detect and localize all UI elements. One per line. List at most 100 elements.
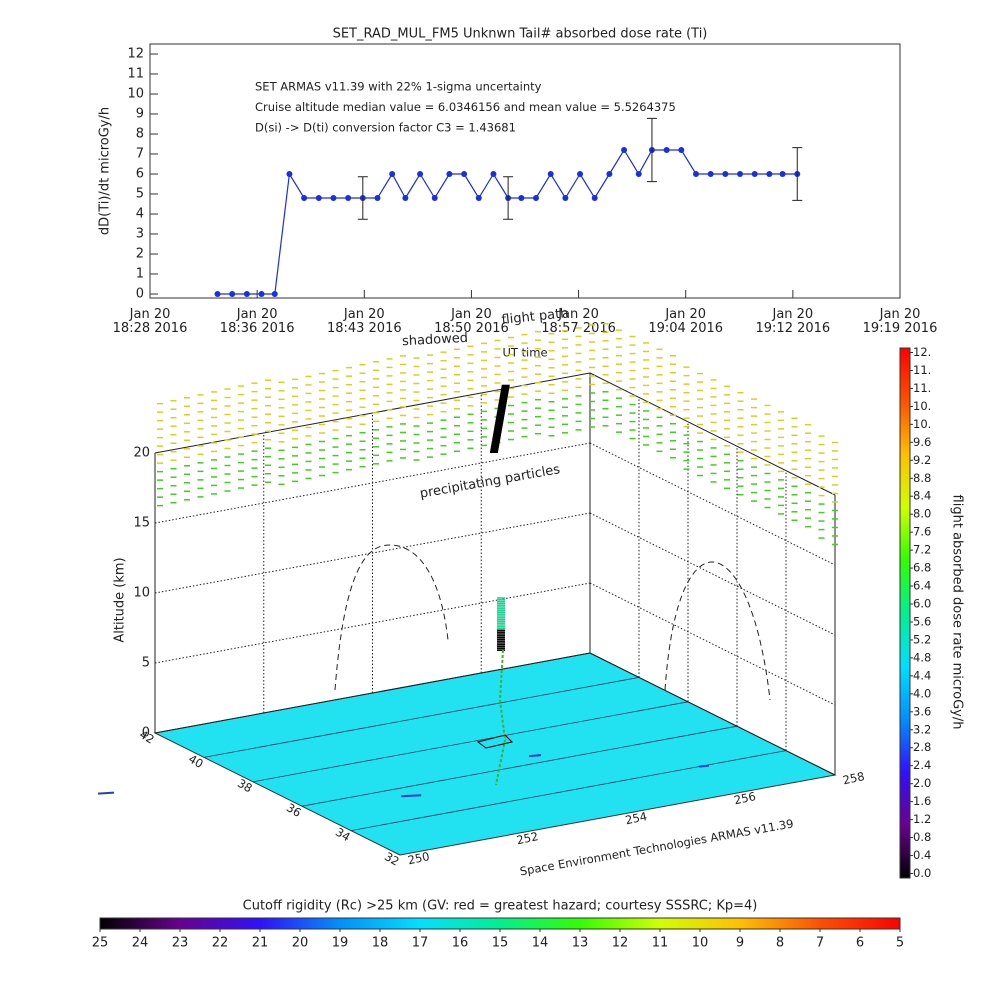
annotation: flight path [501, 306, 569, 328]
z-tick-label: 0 [142, 726, 150, 741]
floor-feature [401, 794, 422, 798]
colorbar-label: Cutoff rigidity (Rc) >25 km (GV: red = g… [243, 899, 758, 914]
data-point [271, 291, 278, 297]
colorbar-tick-label: 6.4 [913, 579, 931, 593]
data-point [315, 195, 322, 201]
colorbar-tick-label: 20 [292, 936, 309, 951]
data-point [374, 195, 381, 201]
colorbar-tick-label: 3.2 [913, 722, 931, 736]
annotation: precipitating particles [419, 462, 562, 501]
colorbar-tick-label: 11. [913, 363, 931, 377]
colorbar-tick-label: 2.8 [913, 740, 931, 754]
data-point [518, 195, 525, 201]
floor [153, 652, 837, 856]
grid-line [589, 652, 836, 776]
data-point [461, 171, 468, 177]
colorbar-tick-label: 2.0 [913, 776, 931, 790]
data-point [431, 195, 438, 201]
y-tick-label: 2 [136, 247, 144, 262]
annotation: SET ARMAS v11.39 with 22% 1-sigma uncert… [255, 80, 542, 94]
colorbar-tick-label: 1.6 [913, 794, 931, 808]
error-bar [503, 176, 514, 220]
colorbar-tick-label: 15 [492, 936, 509, 951]
z-tick-label: 20 [133, 446, 150, 461]
y-tick-label: 40 [186, 752, 206, 771]
colorbar-tick-label: 10. [913, 417, 931, 431]
data-point [243, 291, 250, 297]
data-point [214, 291, 221, 297]
data-point [591, 195, 598, 201]
data-point [766, 171, 773, 177]
colorbar-tick-label: 9 [736, 936, 744, 951]
x-tick-label: 254 [624, 809, 648, 827]
chart-title: SET_RAD_MUL_FM5 Unknwn Tail# absorbed do… [333, 27, 708, 42]
data-point [533, 195, 540, 201]
data-point [663, 147, 670, 153]
annotation: shadowed [402, 331, 469, 349]
annotation: Cruise altitude median value = 6.0346156… [255, 100, 676, 114]
floor-line [350, 750, 787, 831]
colorbar-tick-label: 19 [332, 936, 349, 951]
floor-feature [97, 791, 115, 795]
data-point [562, 195, 569, 201]
y-tick-label: 12 [127, 47, 144, 62]
x-tick-label: Jan 20 18:36 2016 [220, 307, 295, 336]
data-point [751, 171, 758, 177]
colorbar-tick-label: 0.8 [913, 830, 931, 844]
data-point [389, 171, 396, 177]
colorbar-tick-label: 9.2 [913, 453, 931, 467]
y-tick-label: 5 [136, 187, 144, 202]
data-point [692, 171, 699, 177]
data-point [475, 195, 482, 201]
x-tick-label: Jan 20 18:50 2016 [434, 307, 509, 336]
colorbar-tick-label: 4.4 [913, 668, 931, 682]
data-point [258, 291, 265, 297]
data-point [402, 195, 409, 201]
data-point [490, 171, 497, 177]
floor-feature [528, 754, 542, 758]
colorbar-tick-label: 7.6 [913, 525, 931, 539]
colorbar-tick-label: 0.0 [913, 866, 931, 880]
y-tick-label: 34 [333, 825, 353, 844]
y-tick-label: 9 [136, 107, 144, 122]
x-tick-label: 258 [841, 769, 865, 787]
annotation: D(si) -> D(ti) conversion factor C3 = 1.… [255, 121, 516, 135]
colorbar-tick-label: 7 [816, 936, 824, 951]
colorbar-tick-label: 6.8 [913, 561, 931, 575]
grid-line [589, 372, 836, 496]
colorbar-tick-label: 8.4 [913, 489, 931, 503]
x-tick-label: Jan 20 18:28 2016 [113, 307, 188, 336]
y-tick-label: 38 [235, 776, 255, 795]
colorbar-tick-label: 21 [252, 936, 269, 951]
colorbar-tick-label: 13 [572, 936, 589, 951]
field-arc [334, 544, 449, 691]
y-tick-label: 32 [382, 849, 402, 868]
floor-line [301, 725, 738, 807]
colorbar-tick-label: 12 [612, 936, 629, 951]
floor-line [252, 701, 689, 783]
colorbar-tick-label: 6.0 [913, 597, 931, 611]
data-point [737, 171, 744, 177]
colorbar-tick-label: 9.6 [913, 435, 931, 449]
data-point [417, 171, 424, 177]
floor-line [203, 677, 640, 758]
z-tick-label: 15 [133, 516, 150, 531]
colorbar-tick-label: 4.8 [913, 650, 931, 664]
z-axis-label: Altitude (km) [113, 557, 128, 642]
colorbar-tick-label: 7.2 [913, 543, 931, 557]
data-point [577, 171, 584, 177]
field-arc [664, 561, 771, 701]
colorbar-tick-label: 10. [913, 399, 931, 413]
colorbar-label: flight absorbed dose rate microGy/h [950, 495, 965, 730]
colorbar-tick-label: 6 [856, 936, 864, 951]
x-tick-label: Jan 20 19:12 2016 [756, 307, 831, 336]
grid-line [589, 442, 836, 566]
colorbar-tick-label: 8.0 [913, 507, 931, 521]
data-point [678, 147, 685, 153]
aircraft-box [476, 734, 513, 749]
colorbar-tick-label: 5.6 [913, 614, 931, 628]
colorbar-tick-label: 4.0 [913, 686, 931, 700]
colorbar [99, 917, 901, 930]
y-tick-label: 1 [136, 267, 144, 282]
y-tick-label: 11 [127, 67, 144, 82]
